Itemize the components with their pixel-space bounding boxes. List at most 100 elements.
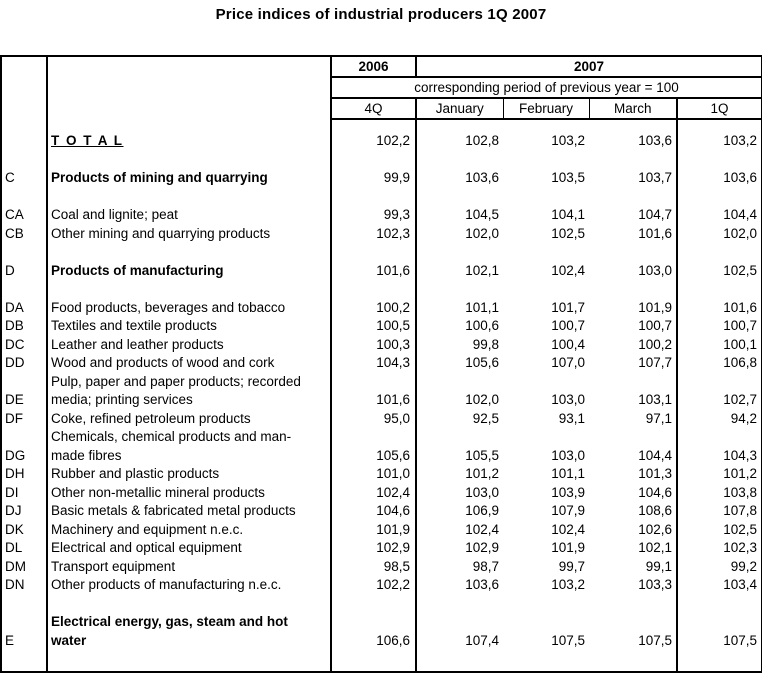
row-value: 107,5 <box>723 632 758 648</box>
row-value: 103,0 <box>465 484 499 500</box>
table-row: DI Other non-metallic mineral products 102… <box>1 483 762 502</box>
row-value: 94,2 <box>730 410 758 426</box>
row-label: Other products of manufacturing n.e.c. <box>47 576 332 595</box>
row-value: 101,1 <box>551 466 585 481</box>
row-value: 103,6 <box>465 170 499 185</box>
spacer-row <box>1 243 762 262</box>
row-code: E <box>1 613 48 650</box>
row-value: 101,1 <box>465 299 499 315</box>
row-value: 98,7 <box>472 558 499 574</box>
row-value: 103,9 <box>551 484 585 500</box>
row-value: 101,6 <box>723 299 758 315</box>
row-value: 100,7 <box>723 318 758 333</box>
row-value: 100,5 <box>331 317 417 336</box>
table-row: DB Textiles and textile products 100,5 100,… <box>1 317 762 336</box>
spacer-cell <box>503 151 589 170</box>
row-value: 103,6 <box>465 577 499 592</box>
table-body: T O T A L 102,2 102,8 103,2 103,6 103,2 C Produ… <box>1 119 762 672</box>
spacer-cell <box>503 188 589 207</box>
row-code: DE <box>1 372 48 410</box>
row-value: 104,3 <box>331 354 417 373</box>
header-note: corresponding period of previous year = … <box>331 77 762 99</box>
spacer-cell <box>416 595 503 614</box>
header-periods-row: 4Q January February March 1Q <box>1 98 762 120</box>
table-header: 2006 2007 corresponding period of previo… <box>1 56 762 120</box>
spacer-cell <box>589 187 678 206</box>
row-value: 103,2 <box>723 133 758 148</box>
row-value: 103,0 <box>551 392 585 407</box>
row-value: 102,7 <box>723 392 758 407</box>
row-label: Products of mining and quarrying <box>47 169 332 188</box>
table-row: CB Other mining and quarrying products 102… <box>1 224 762 243</box>
row-value: 102,4 <box>465 521 499 537</box>
row-label: Transport equipment <box>47 557 332 576</box>
spacer-cell <box>331 280 417 299</box>
row-value: 102,1 <box>589 539 678 558</box>
price-indices-table: 2006 2007 corresponding period of previo… <box>0 55 762 673</box>
row-value: 102,8 <box>465 133 499 148</box>
row-value: 102,4 <box>551 262 585 278</box>
row-value: 104,3 <box>723 447 758 463</box>
row-value: 103,2 <box>551 133 585 148</box>
row-label: Electrical energy, gas, steam and hot wa… <box>47 613 332 650</box>
row-value: 100,6 <box>465 318 499 333</box>
row-value: 105,5 <box>465 447 499 463</box>
row-label: Leather and leather products <box>47 335 332 354</box>
table-row: DK Machinery and equipment n.e.c. 101,9 102… <box>1 520 762 539</box>
spacer-cell <box>331 243 417 262</box>
row-value: 101,9 <box>551 540 585 555</box>
spacer-cell <box>1 150 48 169</box>
row-code: CA <box>1 206 48 225</box>
row-label: Electrical and optical equipment <box>47 539 332 558</box>
row-code: DM <box>1 557 48 576</box>
table-row: DN Other products of manufacturing n.e.c.… <box>1 576 762 595</box>
row-value: 101,6 <box>331 372 417 410</box>
spacer-cell <box>1 280 48 299</box>
table-row: DF Coke, refined petroleum products 95,0 92… <box>1 409 762 428</box>
row-value: 102,4 <box>331 483 417 502</box>
row-value: 93,1 <box>558 410 585 426</box>
header-year-2006: 2006 <box>331 56 417 78</box>
row-value: 102,2 <box>331 132 417 151</box>
spacer-cell <box>416 243 503 262</box>
row-value: 104,4 <box>723 207 758 222</box>
table-row: E Electrical energy, gas, steam and hot w… <box>1 613 762 650</box>
spacer-cell <box>331 187 417 206</box>
row-value: 105,6 <box>331 428 417 465</box>
spacer-cell <box>503 119 589 132</box>
header-year-2007: 2007 <box>416 56 762 78</box>
row-value: 102,4 <box>551 521 585 537</box>
spacer-row <box>1 187 762 207</box>
row-value: 104,1 <box>551 207 585 222</box>
row-label: T O T A L <box>47 132 332 151</box>
row-value: 108,6 <box>589 502 678 521</box>
row-code: DF <box>1 409 48 428</box>
row-value: 103,3 <box>589 576 678 595</box>
row-label: Chemicals, chemical products and man- ma… <box>47 428 332 465</box>
row-label: Rubber and plastic products <box>47 465 332 484</box>
row-value: 102,6 <box>589 520 678 539</box>
spacer-cell <box>677 243 762 262</box>
row-value: 103,7 <box>589 169 678 188</box>
spacer-cell <box>331 650 417 672</box>
spacer-cell <box>1 119 48 132</box>
row-code: DC <box>1 335 48 354</box>
row-value: 97,1 <box>589 409 678 428</box>
row-label: Wood and products of wood and cork <box>47 354 332 373</box>
row-value: 99,7 <box>558 558 585 574</box>
spacer-cell <box>416 650 503 672</box>
row-value: 100,7 <box>551 318 585 333</box>
row-value: 101,3 <box>589 465 678 484</box>
row-code: DN <box>1 576 48 595</box>
row-value: 102,5 <box>723 521 758 537</box>
spacer-cell <box>47 243 332 262</box>
row-value: 99,9 <box>331 169 417 188</box>
table-row: DH Rubber and plastic products 101,0 101,2 1… <box>1 465 762 484</box>
row-value: 106,9 <box>465 503 499 518</box>
row-value: 103,0 <box>551 447 585 463</box>
spacer-cell <box>331 150 417 169</box>
table-row: DD Wood and products of wood and cork 104,… <box>1 354 762 373</box>
row-value: 100,7 <box>589 317 678 336</box>
table-row: CA Coal and lignite; peat 99,3 104,5 104,1 10… <box>1 206 762 225</box>
row-value: 103,2 <box>551 577 585 592</box>
